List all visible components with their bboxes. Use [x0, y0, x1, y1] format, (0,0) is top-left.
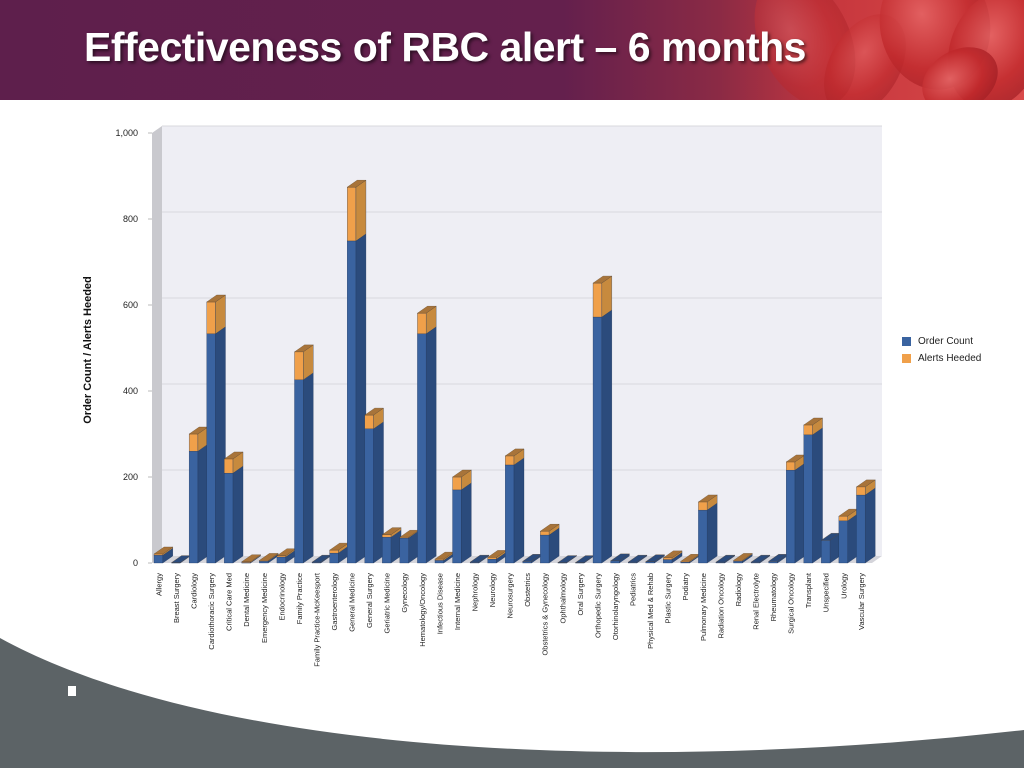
legend-label: Alerts Heeded: [918, 353, 982, 364]
y-tick-label: 400: [123, 386, 138, 396]
bar-group: [364, 407, 384, 564]
bar-group: [610, 553, 630, 564]
bar-group: [452, 469, 472, 564]
x-tick-label: Radiation Oncology: [716, 573, 725, 639]
bar-group: [329, 542, 349, 564]
bar-group: [153, 546, 174, 564]
bar-group: [645, 554, 665, 564]
bar-group: [838, 508, 859, 564]
x-tick-label: Obstetrics: [523, 573, 532, 607]
bar-group: [487, 550, 507, 564]
y-tick-label: 1,000: [115, 128, 138, 138]
bar-group: [592, 275, 613, 564]
bar-group: [539, 523, 560, 564]
x-tick-label: Cardiology: [190, 573, 199, 609]
x-tick-label: Cardiothoracic Surgery: [207, 573, 216, 650]
x-tick-label: Podiatry: [681, 573, 690, 601]
x-tick-label: Surgical Oncology: [787, 573, 796, 634]
bar-group: [241, 554, 262, 564]
x-tick-label: Breast Surgery: [172, 573, 181, 623]
x-tick-label: Infectious Disease: [435, 573, 444, 634]
bar-group: [346, 179, 367, 564]
x-tick-label: Gastroenterology: [330, 573, 339, 631]
bar-group: [504, 448, 525, 564]
bar-group: [381, 527, 402, 564]
x-tick-label: Radiology: [734, 573, 743, 607]
x-tick-label: Gynecology: [400, 573, 409, 613]
x-tick-label: Unspecified: [822, 573, 831, 612]
x-tick-label: Pediatrics: [629, 573, 638, 606]
bar-group: [574, 555, 595, 564]
bar-group: [733, 553, 753, 564]
y-tick-label: 0: [133, 558, 138, 568]
plot-side-wall: [152, 126, 162, 563]
y-tick-label: 800: [123, 214, 138, 224]
x-tick-label: Dental Medicine: [242, 573, 251, 627]
bar-group: [294, 344, 314, 564]
x-tick-label: Rheumatology: [769, 573, 778, 622]
slide-header: Effectiveness of RBC alert – 6 months: [0, 0, 1024, 100]
y-tick-label: 600: [123, 300, 138, 310]
chart-legend: Order Count Alerts Heeded: [902, 333, 981, 367]
bar-group: [803, 417, 824, 564]
bar-group: [785, 454, 806, 564]
bar-group: [469, 554, 490, 564]
x-tick-label: Obstetrics & Gynecology: [541, 573, 550, 656]
stacked-bar-chart: 0 200 400 600 800 1,000 Allergy Breast Surgery C…: [115, 125, 882, 667]
x-tick-label: Hematology/Oncology: [418, 573, 427, 647]
alerts-heeded-swatch: [902, 354, 911, 363]
x-tick-label: Family Practice: [295, 573, 304, 624]
bar-group: [223, 451, 244, 564]
x-tick-label: Family Practice-McKeesport: [312, 572, 321, 667]
x-tick-label: Oral Surgery: [576, 573, 585, 616]
x-tick-label: General Surgery: [365, 573, 374, 628]
x-tick-label: Pulmonary Medicine: [699, 573, 708, 641]
x-tick-label: Internal Medicine: [453, 573, 462, 630]
slide-title: Effectiveness of RBC alert – 6 months: [84, 24, 806, 70]
x-tick-label: General Medicine: [348, 573, 357, 632]
bar-group: [750, 554, 771, 564]
x-tick-label: Vascular Surgery: [857, 573, 866, 630]
bar-group: [557, 555, 578, 564]
bar-group: [715, 554, 736, 564]
bar-group: [697, 494, 718, 564]
legend-item-order-count: Order Count: [902, 333, 981, 350]
bar-group: [399, 529, 420, 564]
x-tick-label: Urology: [839, 573, 848, 599]
x-tick-label: Plastic Surgery: [664, 573, 673, 624]
bar-group: [206, 294, 226, 564]
x-tick-label: Allergy: [154, 573, 163, 596]
bar-group: [680, 553, 701, 564]
bar-group: [258, 553, 279, 564]
x-tick-label: Physical Med & Rehab: [646, 573, 655, 649]
x-tick-label: Transplant: [804, 572, 813, 608]
bar-group: [188, 426, 209, 564]
plot-back-wall: [162, 126, 882, 556]
x-tick-label: Renal Electrolyte: [751, 573, 760, 630]
legend-label: Order Count: [918, 336, 974, 347]
bar-group: [855, 479, 876, 564]
x-tick-label: Endocrinology: [277, 573, 286, 621]
bar-group: [662, 550, 683, 564]
x-tick-label: Geriatric Medicine: [383, 573, 392, 633]
bar-group: [276, 548, 297, 564]
bar-group: [768, 553, 788, 564]
bar-group: [627, 554, 648, 564]
x-tick-label: Otorhinolaryngology: [611, 573, 620, 640]
x-tick-label: Nephrology: [470, 573, 479, 612]
x-tick-label: Neurology: [488, 573, 497, 607]
y-tick-label: 200: [123, 472, 138, 482]
x-tick-label: Emergency Medicine: [260, 573, 269, 643]
x-tick-label: Ophthalmology: [558, 573, 567, 624]
footer-swoosh: [0, 638, 1024, 768]
bar-group: [434, 551, 455, 564]
x-tick-label: Neurosurgery: [506, 573, 515, 619]
x-tick-label: Orthopedic Surgery: [593, 573, 602, 638]
bar-group: [416, 305, 437, 564]
x-tick-label: Critical Care Med: [225, 573, 234, 631]
order-count-swatch: [902, 337, 911, 346]
legend-item-alerts-heeded: Alerts Heeded: [902, 350, 981, 367]
